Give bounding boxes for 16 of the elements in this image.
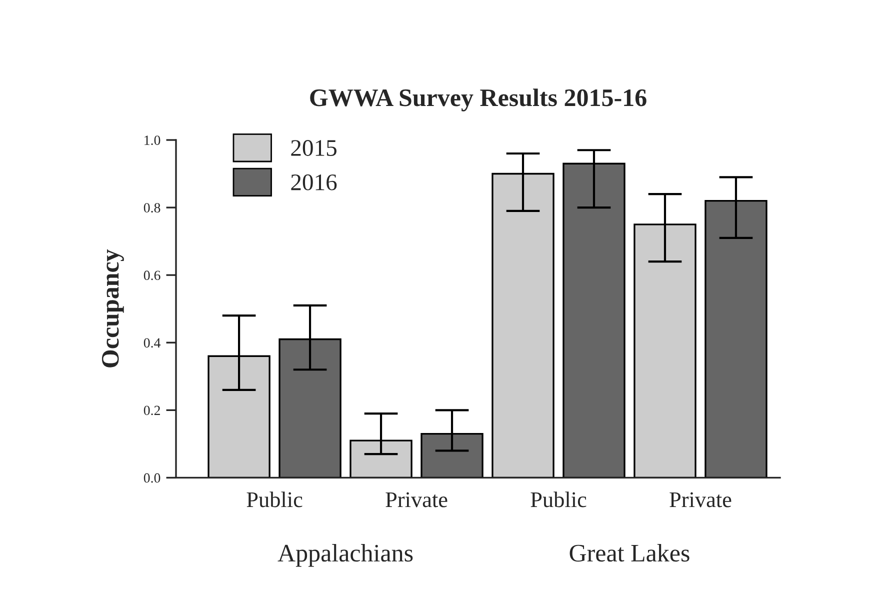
legend-label: 2016 bbox=[291, 174, 337, 190]
y-tick-label: 0.2 bbox=[144, 406, 160, 416]
y-tick-label: 0.0 bbox=[144, 473, 160, 483]
y-tick-label: 1.0 bbox=[144, 136, 160, 146]
x-tick-label: Public bbox=[246, 492, 302, 508]
legend-label: 2015 bbox=[291, 140, 336, 156]
x-tick-label: Private bbox=[670, 492, 732, 508]
x-tick-label: Public bbox=[530, 492, 586, 508]
x-tick-label: Private bbox=[386, 492, 448, 508]
y-tick-label: 0.8 bbox=[144, 203, 160, 213]
y-axis-title: Occupancy bbox=[102, 249, 124, 368]
text: Great Lakes bbox=[570, 544, 690, 562]
chart-title: GWWA Survey Results 2015-16 bbox=[310, 88, 646, 112]
y-tick-label: 0.4 bbox=[144, 338, 161, 348]
y-tick-label: 0.6 bbox=[144, 270, 160, 280]
text: Appalachians bbox=[278, 544, 413, 567]
